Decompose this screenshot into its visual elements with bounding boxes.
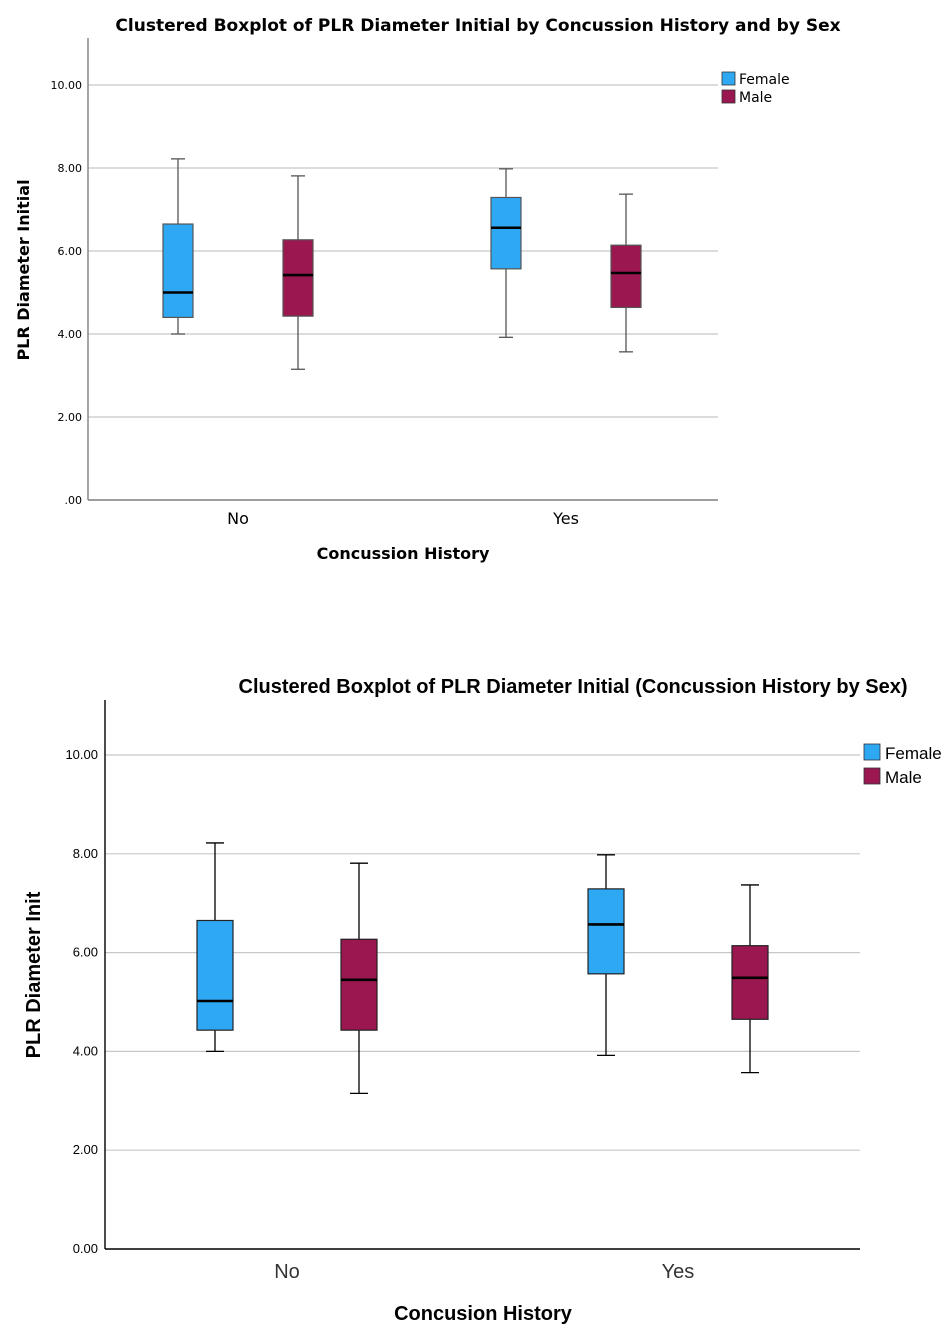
box-female-yes [587, 854, 625, 1057]
y-tick-label: 2.00 [73, 1142, 98, 1157]
box-male-yes [610, 193, 642, 353]
x-category-label: Yes [552, 509, 579, 528]
box-female-no [162, 158, 194, 335]
legend: Female Male [863, 743, 942, 787]
iqr-box [731, 945, 769, 1020]
y-tick-label: 4.00 [73, 1043, 98, 1058]
y-tick-label: 10.00 [51, 79, 83, 92]
iqr-box [282, 239, 314, 317]
x-category-label: Yes [662, 1261, 695, 1283]
x-category-label: No [227, 509, 249, 528]
iqr-box [196, 919, 234, 1031]
iqr-box [162, 223, 194, 318]
legend-label: Female [739, 72, 790, 88]
y-axis-title: PLR Diameter Init [23, 891, 45, 1058]
y-tick-label: 8.00 [73, 846, 98, 861]
legend: Female Male [721, 71, 790, 106]
y-tick-label: .00 [65, 494, 83, 507]
box-female-yes [490, 168, 522, 338]
box-male-yes [731, 884, 769, 1074]
box-female-no [196, 842, 234, 1053]
boxplot-chart-top: .00 2.00 4.00 6.00 8.00 10.00 No Yes Clustered B… [14, 16, 841, 563]
y-axis-title: PLR Diameter Initial [14, 179, 33, 360]
x-axis-title: Concusion History [394, 1303, 573, 1324]
boxplot-chart-bottom: 0.00 2.00 4.00 6.00 8.00 10.00 No Yes Clustered … [23, 676, 942, 1324]
legend-label: Female [885, 744, 942, 763]
legend-label: Male [885, 768, 922, 787]
iqr-box [587, 888, 625, 975]
iqr-box [340, 938, 378, 1031]
y-tick-label: 0.00 [73, 1241, 98, 1256]
y-tick-label: 10.00 [65, 747, 98, 762]
x-axis-title: Concussion History [317, 544, 490, 563]
legend-swatch-male [721, 89, 736, 104]
box-male-no [282, 175, 314, 370]
y-tick-label: 6.00 [58, 245, 83, 258]
iqr-box [490, 196, 522, 270]
legend-swatch-male [863, 767, 881, 785]
legend-swatch-female [863, 743, 881, 761]
y-tick-label: 8.00 [58, 162, 83, 175]
legend-swatch-female [721, 71, 736, 86]
legend-label: Male [739, 90, 772, 106]
chart-title: Clustered Boxplot of PLR Diameter Initia… [115, 16, 840, 36]
iqr-box [610, 244, 642, 309]
chart-title: Clustered Boxplot of PLR Diameter Initia… [239, 676, 908, 698]
x-category-label: No [274, 1261, 300, 1283]
box-male-no [340, 862, 378, 1095]
y-tick-label: 2.00 [58, 411, 83, 424]
y-tick-label: 4.00 [58, 328, 83, 341]
y-tick-label: 6.00 [73, 945, 98, 960]
